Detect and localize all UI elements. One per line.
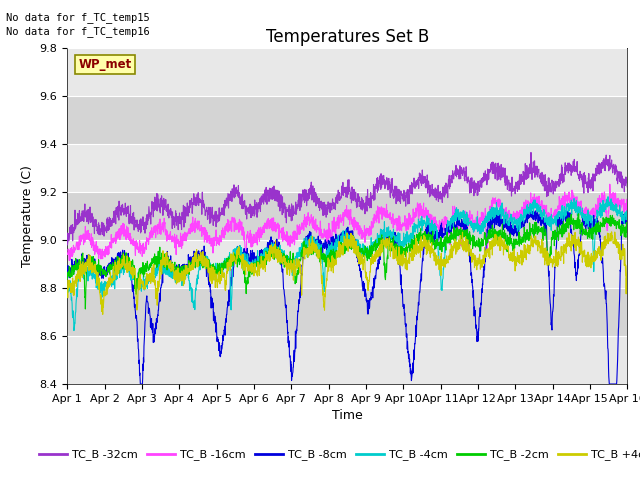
TC_B -4cm: [220, 259, 227, 264]
Bar: [67, 192, 627, 240]
TC_B -16cm: [606, 181, 614, 187]
TC_B -2cm: [575, 211, 582, 216]
TC_B -4cm: [376, 234, 383, 240]
TC_B -8cm: [220, 334, 227, 339]
TC_B -16cm: [623, 206, 631, 212]
TC_B -32cm: [63, 242, 71, 248]
Bar: [67, 336, 627, 384]
TC_B -8cm: [525, 205, 532, 211]
TC_B -8cm: [590, 213, 598, 218]
TC_B +4cm: [63, 277, 71, 283]
TC_B -8cm: [574, 265, 582, 271]
TC_B +4cm: [608, 229, 616, 235]
TC_B -4cm: [364, 244, 371, 250]
Y-axis label: Temperature (C): Temperature (C): [21, 165, 34, 267]
TC_B -4cm: [574, 208, 582, 214]
Bar: [67, 96, 627, 144]
TC_B -2cm: [510, 244, 518, 250]
Line: TC_B +4cm: TC_B +4cm: [67, 232, 627, 314]
TC_B -4cm: [63, 292, 71, 298]
TC_B -4cm: [70, 328, 78, 334]
Line: TC_B -4cm: TC_B -4cm: [67, 197, 627, 331]
X-axis label: Time: Time: [332, 409, 363, 422]
TC_B -2cm: [63, 272, 71, 277]
TC_B -32cm: [623, 184, 631, 190]
TC_B +4cm: [99, 312, 107, 317]
Bar: [67, 144, 627, 192]
Line: TC_B -32cm: TC_B -32cm: [67, 153, 627, 245]
TC_B -4cm: [623, 214, 631, 220]
TC_B -32cm: [220, 205, 227, 211]
Line: TC_B -16cm: TC_B -16cm: [67, 184, 627, 261]
TC_B -2cm: [574, 224, 582, 230]
TC_B -8cm: [136, 381, 144, 387]
TC_B -2cm: [623, 229, 631, 235]
Bar: [67, 48, 627, 96]
TC_B -32cm: [510, 187, 518, 192]
TC_B +4cm: [574, 242, 582, 248]
TC_B +4cm: [220, 273, 227, 278]
TC_B -32cm: [590, 177, 598, 182]
TC_B -4cm: [604, 194, 612, 200]
TC_B -2cm: [376, 244, 383, 250]
TC_B +4cm: [376, 243, 383, 249]
TC_B -32cm: [63, 230, 71, 236]
TC_B -16cm: [589, 212, 597, 217]
TC_B -8cm: [623, 221, 631, 227]
TC_B -8cm: [63, 274, 71, 280]
TC_B -16cm: [63, 251, 71, 256]
Bar: [67, 288, 627, 336]
Title: Temperatures Set B: Temperatures Set B: [266, 28, 429, 47]
TC_B +4cm: [589, 248, 597, 254]
Bar: [67, 240, 627, 288]
TC_B -4cm: [589, 258, 597, 264]
TC_B -4cm: [510, 215, 518, 220]
Line: TC_B -2cm: TC_B -2cm: [67, 214, 627, 309]
TC_B -8cm: [376, 254, 383, 260]
TC_B -32cm: [574, 172, 582, 178]
TC_B -32cm: [364, 187, 371, 192]
TC_B -16cm: [65, 258, 73, 264]
TC_B -8cm: [364, 311, 371, 317]
Legend: TC_B -32cm, TC_B -16cm, TC_B -8cm, TC_B -4cm, TC_B -2cm, TC_B +4cm: TC_B -32cm, TC_B -16cm, TC_B -8cm, TC_B …: [35, 445, 640, 465]
TC_B -16cm: [376, 205, 383, 211]
TC_B -2cm: [590, 230, 598, 236]
TC_B -32cm: [376, 173, 383, 179]
TC_B -2cm: [220, 261, 227, 266]
TC_B -16cm: [574, 199, 582, 205]
Text: No data for f_TC_temp16: No data for f_TC_temp16: [6, 26, 150, 37]
TC_B -8cm: [510, 231, 518, 237]
TC_B -16cm: [510, 215, 518, 220]
TC_B -2cm: [81, 306, 89, 312]
Text: No data for f_TC_temp15: No data for f_TC_temp15: [6, 12, 150, 23]
TC_B +4cm: [510, 246, 518, 252]
TC_B +4cm: [364, 285, 371, 291]
Text: WP_met: WP_met: [79, 58, 132, 71]
TC_B -32cm: [527, 150, 535, 156]
TC_B -2cm: [364, 247, 371, 252]
TC_B +4cm: [623, 263, 631, 268]
TC_B -16cm: [364, 230, 371, 236]
TC_B -16cm: [220, 229, 227, 235]
Line: TC_B -8cm: TC_B -8cm: [67, 208, 627, 384]
